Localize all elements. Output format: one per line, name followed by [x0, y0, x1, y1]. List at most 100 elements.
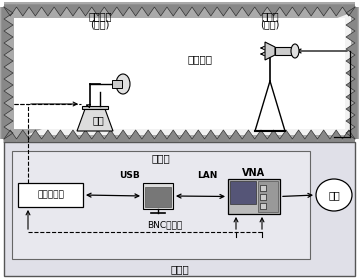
Polygon shape [129, 130, 142, 142]
Ellipse shape [316, 179, 352, 211]
Text: 转台控制筱: 转台控制筱 [37, 191, 64, 199]
Bar [12, 151, 310, 259]
Polygon shape [230, 130, 242, 142]
Text: 源天线: 源天线 [261, 11, 279, 21]
Polygon shape [29, 4, 42, 16]
Polygon shape [346, 19, 358, 31]
Polygon shape [167, 4, 180, 16]
Bar [4, 7, 355, 139]
Polygon shape [330, 130, 342, 142]
Polygon shape [217, 4, 230, 16]
Polygon shape [346, 91, 358, 103]
Polygon shape [77, 109, 113, 131]
Polygon shape [54, 130, 67, 142]
Polygon shape [29, 130, 42, 142]
Polygon shape [242, 4, 255, 16]
Polygon shape [217, 130, 230, 142]
Polygon shape [346, 67, 358, 79]
Bar [14, 18, 345, 129]
Text: 微波暗室: 微波暗室 [187, 54, 213, 64]
Text: (发射): (发射) [260, 19, 280, 29]
Bar [112, 80, 122, 88]
Polygon shape [1, 67, 13, 79]
Polygon shape [346, 103, 358, 115]
Polygon shape [180, 4, 192, 16]
Polygon shape [1, 19, 13, 31]
Polygon shape [242, 130, 255, 142]
Polygon shape [129, 4, 142, 16]
Polygon shape [342, 130, 355, 142]
Polygon shape [67, 130, 79, 142]
Bar [258, 181, 278, 212]
Bar [260, 203, 266, 209]
Polygon shape [104, 4, 117, 16]
Bar [4, 2, 355, 10]
Polygon shape [346, 7, 358, 19]
Polygon shape [4, 4, 17, 16]
Polygon shape [1, 55, 13, 67]
Polygon shape [305, 4, 317, 16]
Bar [230, 181, 256, 204]
Bar [145, 187, 171, 207]
Bar [82, 106, 108, 109]
Polygon shape [346, 127, 358, 139]
Polygon shape [4, 130, 17, 142]
Text: VNA: VNA [242, 168, 266, 178]
Polygon shape [346, 79, 358, 91]
Polygon shape [317, 130, 330, 142]
Polygon shape [1, 79, 13, 91]
Polygon shape [292, 4, 305, 16]
Polygon shape [346, 43, 358, 55]
Polygon shape [92, 4, 104, 16]
Polygon shape [142, 4, 154, 16]
Polygon shape [142, 130, 154, 142]
Polygon shape [346, 115, 358, 127]
Polygon shape [255, 4, 267, 16]
Polygon shape [192, 130, 205, 142]
Polygon shape [154, 4, 167, 16]
Polygon shape [104, 130, 117, 142]
Polygon shape [255, 130, 267, 142]
Polygon shape [330, 4, 342, 16]
Text: BNC同轴线: BNC同轴线 [148, 220, 183, 230]
Polygon shape [267, 4, 280, 16]
Text: 转台: 转台 [92, 115, 104, 125]
Text: USB: USB [120, 172, 140, 181]
Bar [18, 183, 83, 207]
Polygon shape [79, 130, 92, 142]
Polygon shape [67, 4, 79, 16]
Polygon shape [17, 4, 29, 16]
Polygon shape [167, 130, 180, 142]
Polygon shape [180, 130, 192, 142]
Ellipse shape [116, 74, 130, 94]
Polygon shape [1, 31, 13, 43]
Polygon shape [42, 130, 54, 142]
Polygon shape [117, 130, 129, 142]
Polygon shape [342, 4, 355, 16]
Bar [143, 183, 173, 209]
Polygon shape [265, 42, 275, 60]
Polygon shape [192, 4, 205, 16]
Polygon shape [292, 130, 305, 142]
Polygon shape [154, 130, 167, 142]
Polygon shape [346, 55, 358, 67]
Polygon shape [205, 4, 217, 16]
Polygon shape [205, 130, 217, 142]
Bar [4, 142, 355, 276]
Polygon shape [54, 4, 67, 16]
Polygon shape [17, 130, 29, 142]
Bar [260, 185, 266, 191]
Polygon shape [230, 4, 242, 16]
Polygon shape [79, 4, 92, 16]
Polygon shape [1, 7, 13, 19]
Polygon shape [1, 115, 13, 127]
Bar [351, 7, 359, 139]
Polygon shape [1, 91, 13, 103]
Polygon shape [1, 43, 13, 55]
Text: LAN: LAN [197, 172, 217, 181]
Polygon shape [346, 31, 358, 43]
Polygon shape [1, 103, 13, 115]
Polygon shape [42, 4, 54, 16]
Text: 待测天线: 待测天线 [88, 11, 112, 21]
Ellipse shape [291, 44, 299, 58]
